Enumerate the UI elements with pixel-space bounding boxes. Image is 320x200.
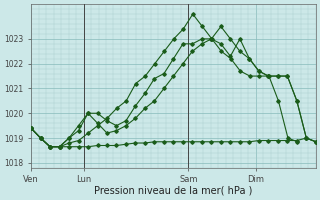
X-axis label: Pression niveau de la mer( hPa ): Pression niveau de la mer( hPa ) — [94, 186, 252, 196]
